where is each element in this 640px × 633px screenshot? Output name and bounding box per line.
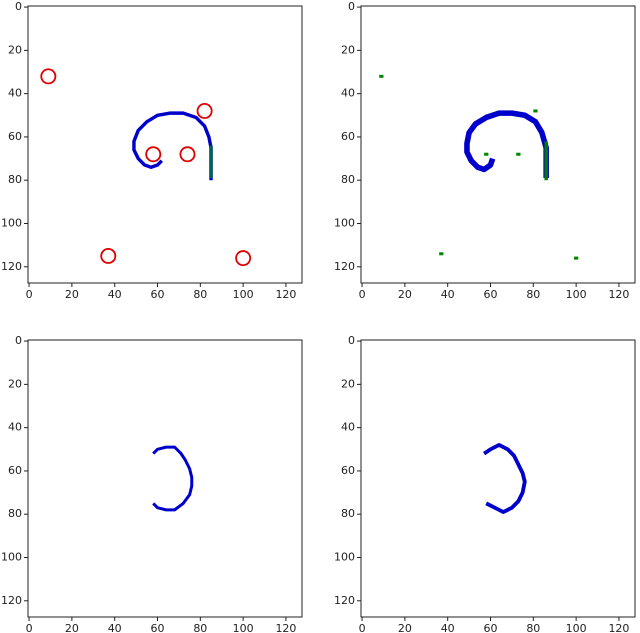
- axes-frame: [360, 339, 636, 618]
- x-tick-label: 20: [398, 622, 412, 633]
- y-tick-label: 40: [341, 421, 355, 434]
- x-tick-label: 0: [359, 622, 366, 633]
- y-tick-label: 60: [8, 130, 22, 143]
- detection-point: [484, 152, 489, 156]
- y-tick-label: 0: [15, 0, 22, 13]
- x-tick-label: 120: [608, 622, 629, 633]
- y-tick-label: 60: [8, 464, 22, 477]
- y-tick-label: 100: [334, 550, 355, 563]
- y-tick-label: 40: [8, 421, 22, 434]
- detection-circle: [40, 68, 57, 85]
- curve: [152, 445, 194, 512]
- x-tick-label: 120: [608, 288, 629, 301]
- x-tick-label: 100: [233, 288, 254, 301]
- detection-point: [533, 109, 538, 113]
- y-tick-label: 20: [8, 43, 22, 56]
- y-tick-label: 0: [348, 0, 355, 13]
- axes-frame: [27, 339, 303, 618]
- detection-point: [573, 256, 579, 260]
- x-tick-label: 0: [359, 288, 366, 301]
- y-tick-label: 80: [8, 173, 22, 186]
- x-tick-label: 120: [275, 622, 296, 633]
- x-tick-label: 100: [233, 622, 254, 633]
- y-tick-label: 20: [341, 43, 355, 56]
- detection-point: [379, 74, 384, 78]
- x-tick-label: 80: [193, 622, 207, 633]
- detection-circle: [100, 247, 117, 264]
- x-tick-label: 60: [151, 622, 165, 633]
- x-tick-label: 20: [65, 622, 79, 633]
- x-tick-label: 100: [566, 288, 587, 301]
- y-tick-label: 120: [1, 260, 22, 273]
- y-tick-label: 60: [341, 130, 355, 143]
- detection-point: [516, 152, 521, 156]
- y-tick-label: 0: [348, 334, 355, 347]
- curve: [132, 111, 213, 181]
- y-tick-label: 100: [1, 216, 22, 229]
- curve: [464, 110, 549, 179]
- x-tick-label: 20: [65, 288, 79, 301]
- axes-frame: [27, 5, 303, 284]
- y-tick-label: 100: [1, 550, 22, 563]
- detection-circle: [235, 250, 252, 267]
- x-tick-label: 60: [151, 288, 165, 301]
- x-tick-label: 0: [26, 622, 33, 633]
- detection-circle: [196, 102, 213, 119]
- detection-point: [439, 252, 444, 256]
- y-tick-label: 80: [8, 507, 22, 520]
- x-tick-label: 80: [526, 622, 540, 633]
- x-tick-label: 100: [566, 622, 587, 633]
- x-tick-label: 80: [526, 288, 540, 301]
- y-tick-label: 20: [8, 377, 22, 390]
- y-tick-label: 100: [334, 216, 355, 229]
- x-tick-label: 120: [275, 288, 296, 301]
- detection-circle: [145, 146, 162, 163]
- x-tick-label: 20: [398, 288, 412, 301]
- y-tick-label: 80: [341, 173, 355, 186]
- detection-circle: [179, 146, 196, 163]
- y-tick-label: 60: [341, 464, 355, 477]
- x-tick-label: 0: [26, 288, 33, 301]
- y-tick-label: 20: [341, 377, 355, 390]
- x-tick-label: 40: [108, 622, 122, 633]
- x-tick-label: 40: [441, 288, 455, 301]
- y-tick-label: 120: [334, 594, 355, 607]
- x-tick-label: 40: [441, 622, 455, 633]
- axes-frame: [360, 5, 636, 284]
- x-tick-label: 60: [484, 288, 498, 301]
- x-tick-label: 40: [108, 288, 122, 301]
- y-tick-label: 40: [8, 87, 22, 100]
- y-tick-label: 120: [1, 594, 22, 607]
- y-tick-label: 0: [15, 334, 22, 347]
- y-tick-label: 120: [334, 260, 355, 273]
- y-tick-label: 80: [341, 507, 355, 520]
- y-tick-label: 40: [341, 87, 355, 100]
- x-tick-label: 80: [193, 288, 207, 301]
- curve: [483, 443, 527, 514]
- x-tick-label: 60: [484, 622, 498, 633]
